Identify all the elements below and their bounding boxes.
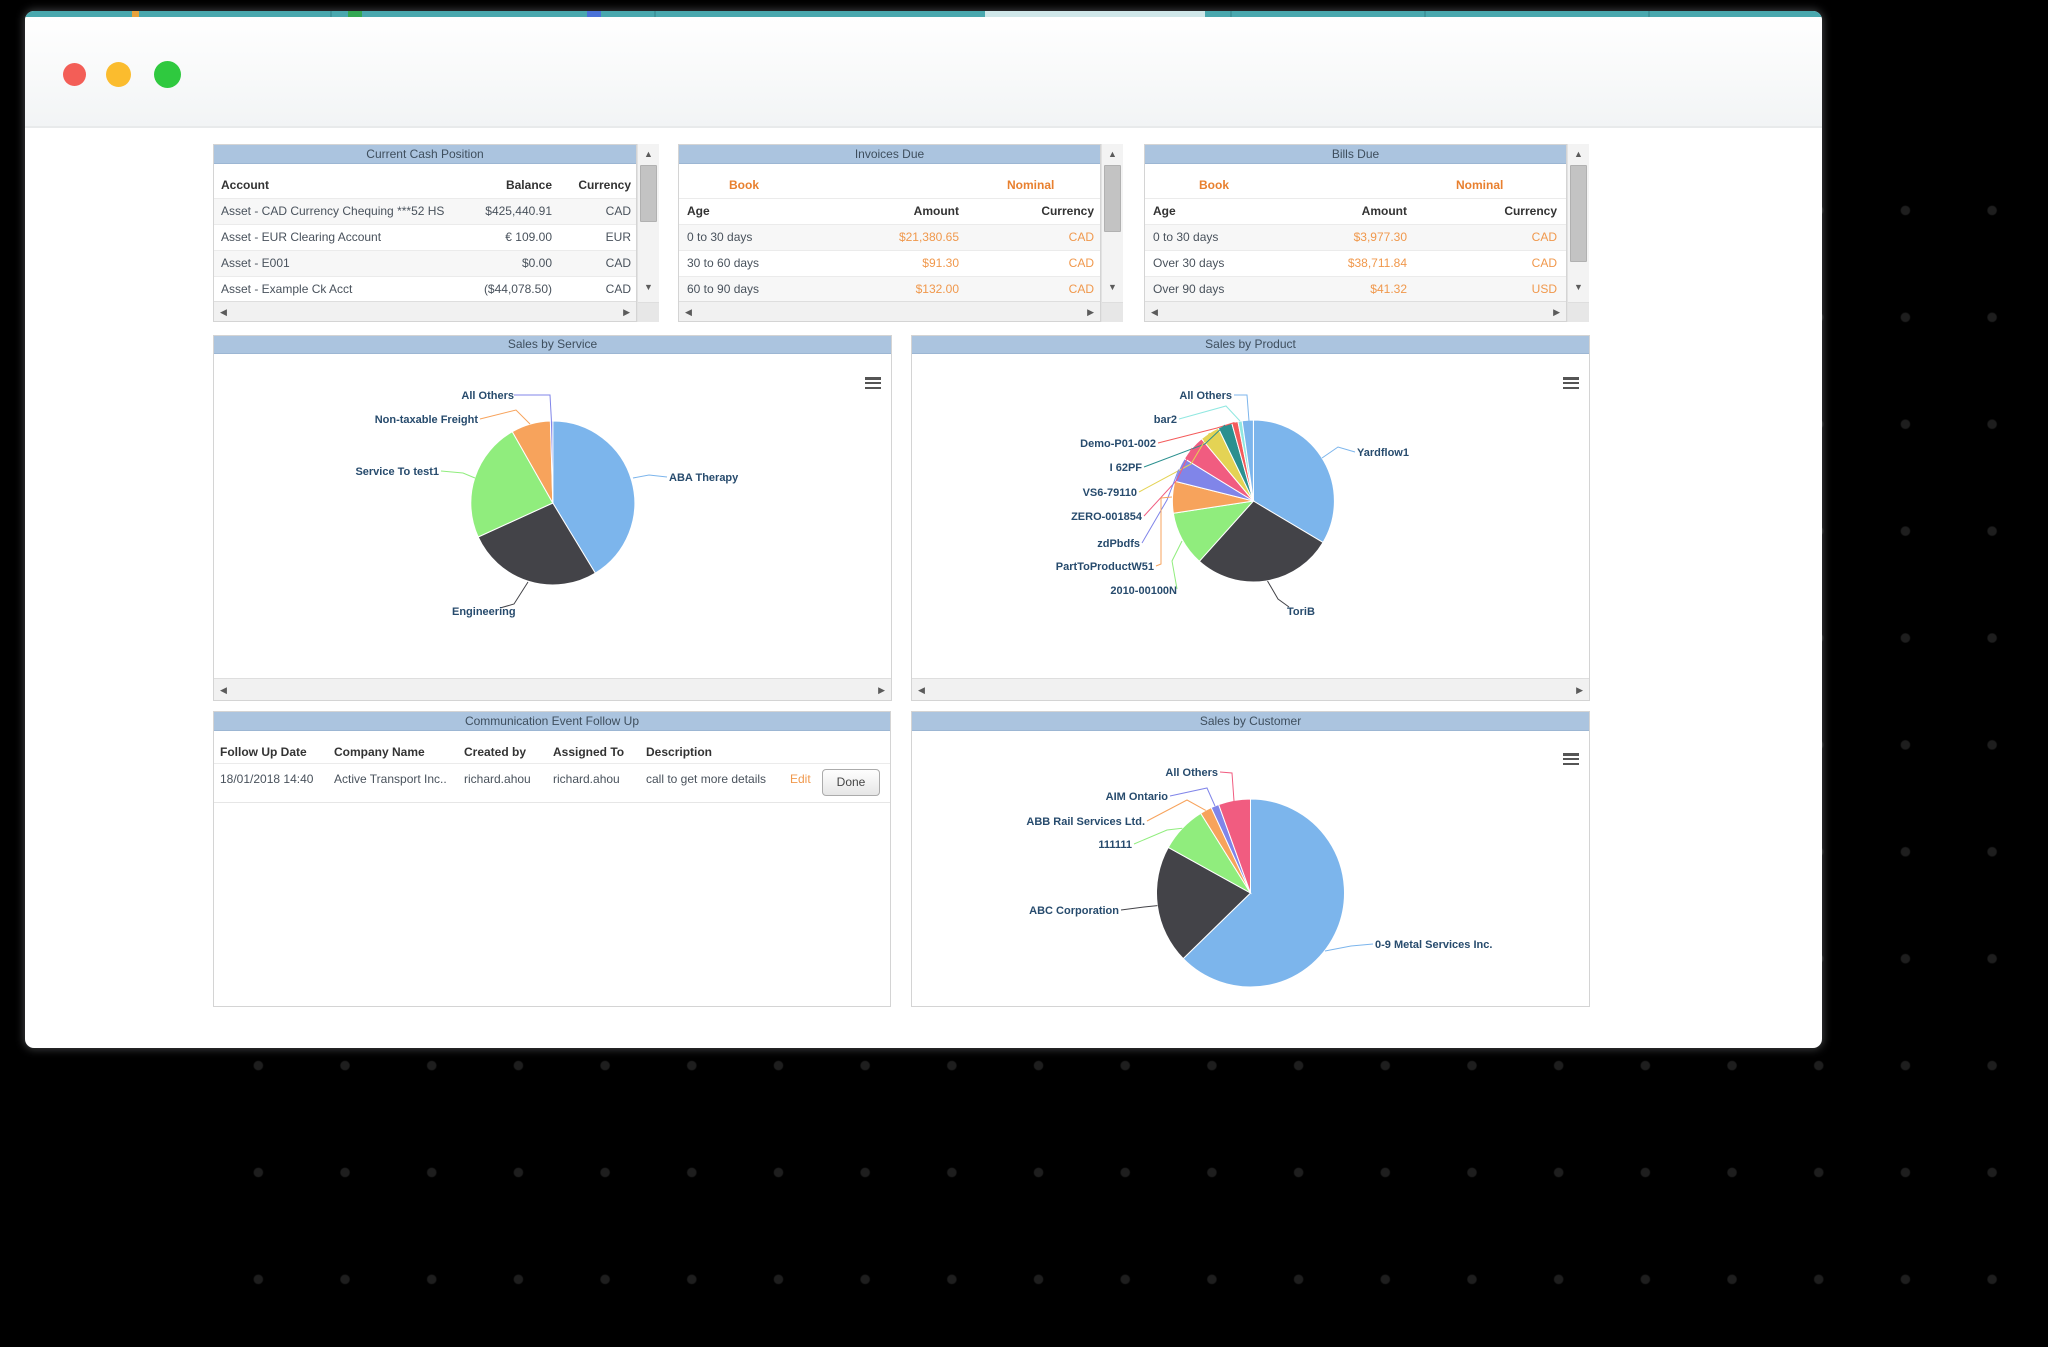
svg-text:Engineering: Engineering bbox=[452, 606, 516, 618]
svg-text:ABB Rail Services Ltd.: ABB Rail Services Ltd. bbox=[1026, 816, 1145, 828]
svg-text:PartToProductW51: PartToProductW51 bbox=[1056, 561, 1154, 573]
svg-text:All Others: All Others bbox=[461, 390, 514, 402]
svg-text:ABA Therapy: ABA Therapy bbox=[669, 472, 739, 484]
svg-text:ToriB: ToriB bbox=[1287, 606, 1315, 618]
svg-text:Yardflow1: Yardflow1 bbox=[1357, 447, 1409, 459]
svg-text:Service To test1: Service To test1 bbox=[355, 466, 439, 478]
svg-text:All Others: All Others bbox=[1179, 390, 1232, 402]
svg-text:I 62PF: I 62PF bbox=[1110, 462, 1143, 474]
svg-text:bar2: bar2 bbox=[1154, 414, 1177, 426]
svg-text:All Others: All Others bbox=[1165, 767, 1218, 779]
svg-text:VS6-79110: VS6-79110 bbox=[1083, 487, 1137, 499]
svg-text:Non-taxable Freight: Non-taxable Freight bbox=[375, 414, 479, 426]
svg-text:2010-00100N: 2010-00100N bbox=[1110, 585, 1177, 597]
svg-text:111111: 111111 bbox=[1098, 839, 1132, 851]
svg-text:ABC Corporation: ABC Corporation bbox=[1029, 905, 1119, 917]
svg-text:ZERO-001854: ZERO-001854 bbox=[1071, 511, 1143, 523]
svg-text:zdPbdfs: zdPbdfs bbox=[1097, 538, 1140, 550]
svg-text:AIM Ontario: AIM Ontario bbox=[1106, 791, 1169, 803]
svg-text:Demo-P01-002: Demo-P01-002 bbox=[1080, 438, 1156, 450]
svg-text:0-9 Metal Services Inc.: 0-9 Metal Services Inc. bbox=[1375, 939, 1492, 951]
